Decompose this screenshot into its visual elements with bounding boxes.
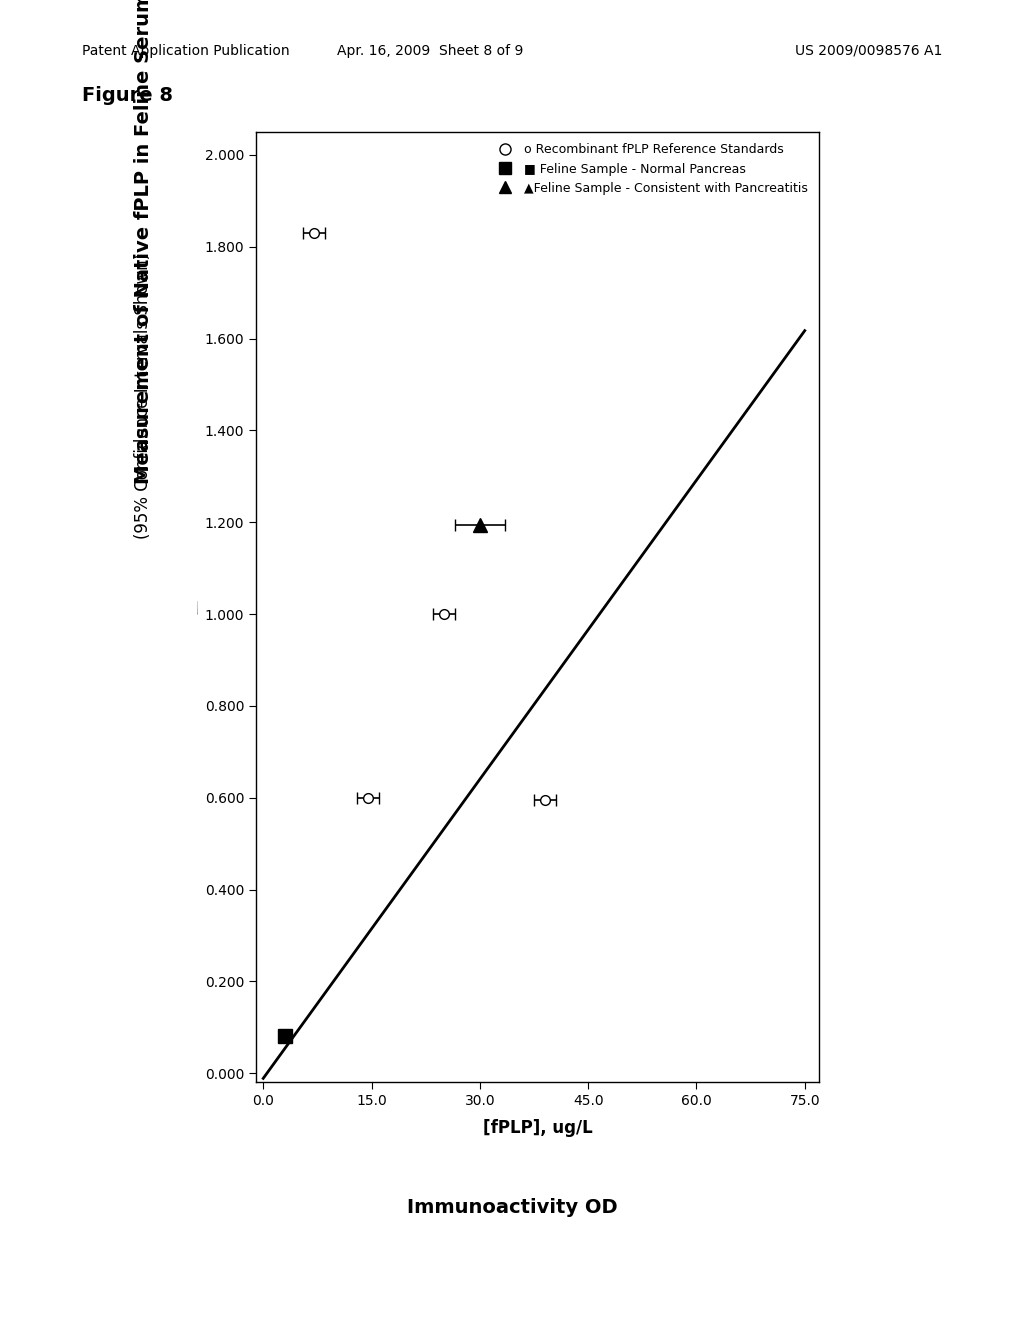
Text: (95% Confidence Intervals Shown): (95% Confidence Intervals Shown) (134, 253, 153, 539)
Text: Figure 8: Figure 8 (82, 86, 173, 104)
X-axis label: [fPLP], ug/L: [fPLP], ug/L (482, 1119, 593, 1138)
Text: Patent Application Publication: Patent Application Publication (82, 44, 290, 58)
Y-axis label: Immunoactivity OD: Immunoactivity OD (198, 601, 199, 614)
Text: Measurement of Native fPLP in Feline Serum: Measurement of Native fPLP in Feline Ser… (134, 0, 153, 483)
Legend: o Recombinant fPLP Reference Standards, ■ Feline Sample - Normal Pancreas, ▲Feli: o Recombinant fPLP Reference Standards, … (487, 139, 813, 199)
Text: Apr. 16, 2009  Sheet 8 of 9: Apr. 16, 2009 Sheet 8 of 9 (337, 44, 523, 58)
Text: Immunoactivity OD: Immunoactivity OD (407, 1199, 617, 1217)
Text: US 2009/0098576 A1: US 2009/0098576 A1 (795, 44, 942, 58)
